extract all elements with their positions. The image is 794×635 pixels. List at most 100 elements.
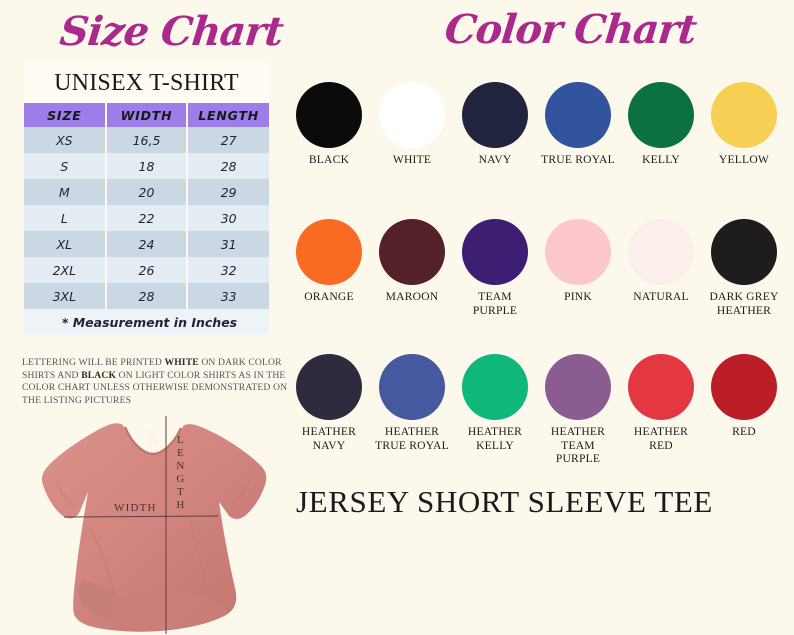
size-table: SIZE WIDTH LENGTH XS 16,5 27 S 18 28 M bbox=[24, 103, 269, 335]
table-row: M 20 29 bbox=[24, 179, 269, 205]
column-header-length: LENGTH bbox=[187, 103, 269, 127]
column-header-width: WIDTH bbox=[105, 103, 189, 127]
swatch-dot bbox=[462, 354, 528, 420]
jersey-short-sleeve-tee-title: JERSEY SHORT SLEEVE TEE bbox=[296, 484, 713, 519]
swatch-heather-navy[interactable]: HEATHER NAVY bbox=[290, 354, 368, 466]
swatch-dot bbox=[462, 219, 528, 285]
unisex-tshirt-band: UNISEX T-SHIRT bbox=[24, 62, 269, 103]
measurement-note: * Measurement in Inches bbox=[24, 309, 269, 335]
tshirt-graphic bbox=[42, 416, 267, 634]
swatch-pink[interactable]: PINK bbox=[539, 219, 617, 317]
cell-length: 33 bbox=[187, 283, 269, 309]
disclaimer-bold-black: BLACK bbox=[81, 369, 117, 381]
tshirt-sleeve-fold-left bbox=[55, 481, 75, 509]
disclaimer-part-2: ON DARK COLOR SHIRTS AND bbox=[22, 357, 282, 381]
color-chart-heading: Color Chart bbox=[442, 6, 699, 53]
swatch-dot bbox=[628, 354, 694, 420]
size-chart-panel: UNISEX T-SHIRT SIZE WIDTH LENGTH XS 16,5… bbox=[24, 62, 269, 335]
cell-width: 20 bbox=[105, 179, 189, 205]
swatch-dot bbox=[296, 354, 362, 420]
swatch-kelly[interactable]: KELLY bbox=[622, 82, 700, 167]
swatch-red[interactable]: RED bbox=[705, 354, 783, 466]
swatch-label: MAROON bbox=[385, 290, 439, 303]
swatch-row-1: BLACK WHITE NAVY TRUE ROYAL KELLY YELLOW bbox=[290, 82, 783, 167]
cell-width: 26 bbox=[105, 257, 189, 283]
tshirt-drape-shadow bbox=[108, 590, 228, 630]
cell-length: 28 bbox=[187, 153, 269, 179]
swatch-heather-team-purple[interactable]: HEATHER TEAM PURPLE bbox=[539, 354, 617, 466]
tshirt-care-tag bbox=[148, 430, 158, 447]
swatch-label: DARK GREY HEATHER bbox=[709, 290, 779, 317]
tshirt-knot bbox=[78, 581, 124, 618]
swatch-dot bbox=[379, 354, 445, 420]
size-table-header-row: SIZE WIDTH LENGTH bbox=[24, 103, 269, 127]
swatch-dot bbox=[628, 82, 694, 148]
swatch-label: NATURAL bbox=[633, 290, 689, 303]
swatch-row-3: HEATHER NAVY HEATHER TRUE ROYAL HEATHER … bbox=[290, 354, 783, 466]
tshirt-body bbox=[42, 423, 267, 632]
swatch-label: HEATHER TEAM PURPLE bbox=[550, 425, 606, 465]
swatch-heather-kelly[interactable]: HEATHER KELLY bbox=[456, 354, 534, 466]
swatch-label: PINK bbox=[564, 290, 592, 303]
cell-length: 31 bbox=[187, 231, 269, 257]
cell-size: 3XL bbox=[24, 283, 107, 309]
table-row: 2XL 26 32 bbox=[24, 257, 269, 283]
swatch-dot bbox=[379, 82, 445, 148]
width-measurement-line bbox=[63, 515, 219, 518]
swatch-team-purple[interactable]: TEAM PURPLE bbox=[456, 219, 534, 317]
disclaimer-part-1: LETTERING WILL BE PRINTED bbox=[22, 357, 165, 368]
swatch-label: TEAM PURPLE bbox=[472, 290, 518, 317]
swatch-navy[interactable]: NAVY bbox=[456, 82, 534, 167]
cell-size: XL bbox=[24, 231, 107, 257]
swatch-white[interactable]: WHITE bbox=[373, 82, 451, 167]
swatch-maroon[interactable]: MAROON bbox=[373, 219, 451, 317]
cell-length: 27 bbox=[187, 127, 269, 153]
swatch-dark-grey-heather[interactable]: DARK GREY HEATHER bbox=[705, 219, 783, 317]
swatch-label: HEATHER KELLY bbox=[467, 425, 523, 452]
column-header-size: SIZE bbox=[24, 103, 107, 127]
swatch-label: KELLY bbox=[642, 153, 680, 166]
swatch-row-2: ORANGE MAROON TEAM PURPLE PINK NATURAL D… bbox=[290, 219, 783, 317]
swatch-natural[interactable]: NATURAL bbox=[622, 219, 700, 317]
swatch-label: HEATHER RED bbox=[633, 425, 689, 452]
tshirt-fold-2 bbox=[189, 521, 209, 599]
swatch-yellow[interactable]: YELLOW bbox=[705, 82, 783, 167]
disclaimer-part-3: ON LIGHT COLOR SHIRTS AS IN THE COLOR CH… bbox=[22, 369, 288, 406]
disclaimer-bold-white: WHITE bbox=[164, 357, 199, 368]
swatch-dot bbox=[711, 219, 777, 285]
cell-size: XS bbox=[24, 127, 107, 153]
cell-size: 2XL bbox=[24, 257, 107, 283]
swatch-dot bbox=[379, 219, 445, 285]
cell-width: 28 bbox=[105, 283, 189, 309]
measurement-note-row: * Measurement in Inches bbox=[24, 309, 269, 335]
cell-size: L bbox=[24, 205, 107, 231]
swatch-label: BLACK bbox=[308, 153, 350, 166]
swatch-label: HEATHER TRUE ROYAL bbox=[375, 425, 449, 452]
swatch-black[interactable]: BLACK bbox=[290, 82, 368, 167]
cell-size: S bbox=[24, 153, 107, 179]
cell-length: 30 bbox=[187, 205, 269, 231]
swatch-heather-red[interactable]: HEATHER RED bbox=[622, 354, 700, 466]
cell-width: 22 bbox=[105, 205, 189, 231]
swatch-label: NAVY bbox=[478, 153, 512, 166]
swatch-dot bbox=[545, 82, 611, 148]
tshirt-collar-seam bbox=[123, 426, 183, 456]
swatch-label: TRUE ROYAL bbox=[541, 153, 615, 166]
swatch-dot bbox=[628, 219, 694, 285]
swatch-true-royal[interactable]: TRUE ROYAL bbox=[539, 82, 617, 167]
tshirt-sleeve-fold-right bbox=[231, 479, 251, 508]
swatch-heather-true-royal[interactable]: HEATHER TRUE ROYAL bbox=[373, 354, 451, 466]
swatch-dot bbox=[711, 354, 777, 420]
swatch-orange[interactable]: ORANGE bbox=[290, 219, 368, 317]
tshirt-fold-1 bbox=[91, 531, 115, 595]
swatch-label: RED bbox=[732, 425, 756, 438]
table-row: S 18 28 bbox=[24, 153, 269, 179]
unisex-tshirt-title: UNISEX T-SHIRT bbox=[54, 70, 239, 96]
table-row: L 22 30 bbox=[24, 205, 269, 231]
cell-length: 29 bbox=[187, 179, 269, 205]
swatch-dot bbox=[545, 219, 611, 285]
width-label: WIDTH bbox=[114, 502, 157, 514]
cell-width: 18 bbox=[105, 153, 189, 179]
